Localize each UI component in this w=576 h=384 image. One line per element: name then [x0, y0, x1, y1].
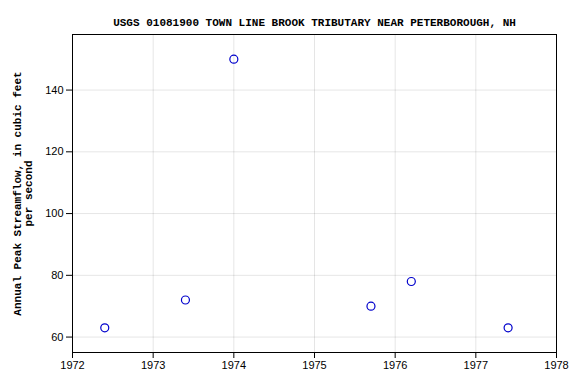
svg-text:1977: 1977: [464, 359, 488, 371]
svg-text:1976: 1976: [383, 359, 407, 371]
svg-text:1975: 1975: [302, 359, 326, 371]
svg-text:120: 120: [45, 145, 63, 157]
svg-text:1973: 1973: [141, 359, 165, 371]
svg-text:Annual Peak Streamflow, in cub: Annual Peak Streamflow, in cubic feetper…: [12, 71, 35, 315]
svg-text:100: 100: [45, 207, 63, 219]
svg-text:140: 140: [45, 84, 63, 96]
svg-text:1978: 1978: [544, 359, 568, 371]
svg-text:USGS 01081900 TOWN LINE BROOK: USGS 01081900 TOWN LINE BROOK TRIBUTARY …: [113, 17, 516, 29]
svg-text:80: 80: [51, 269, 63, 281]
svg-text:60: 60: [51, 331, 63, 343]
svg-text:1972: 1972: [60, 359, 84, 371]
svg-text:1974: 1974: [222, 359, 246, 371]
